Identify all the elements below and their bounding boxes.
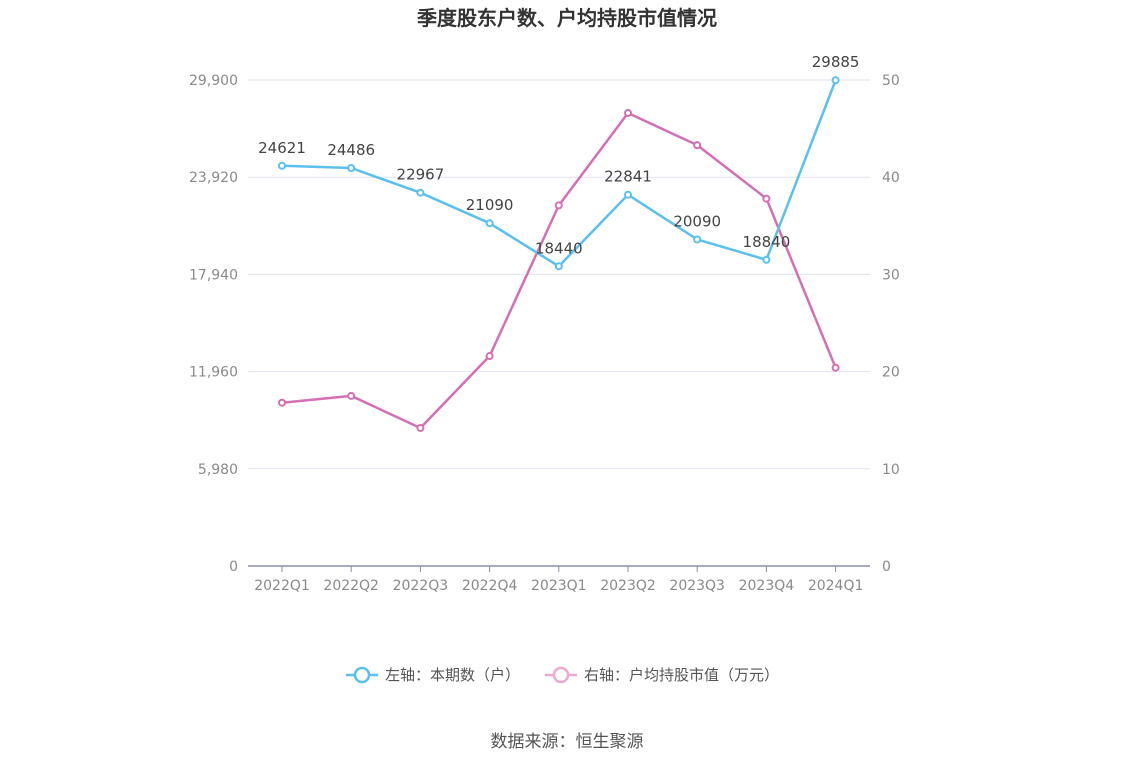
data-point bbox=[624, 109, 632, 118]
data-point bbox=[762, 255, 771, 264]
legend-item-1[interactable]: 左轴：本期数（户） bbox=[346, 666, 520, 684]
right-tick-label: 0 bbox=[882, 559, 891, 575]
data-point bbox=[485, 352, 494, 361]
left-tick-label: 0 bbox=[229, 559, 238, 575]
legend-item-2[interactable]: 右轴：户均持股市值（万元） bbox=[545, 666, 779, 684]
data-point bbox=[347, 164, 356, 173]
data-label: 18440 bbox=[535, 239, 583, 257]
data-label: 18840 bbox=[743, 233, 791, 251]
data-point bbox=[278, 398, 286, 407]
data-point bbox=[693, 141, 702, 150]
x-tick-label: 2023Q2 bbox=[600, 578, 656, 594]
data-point bbox=[554, 201, 563, 210]
data-label: 24486 bbox=[327, 141, 375, 159]
data-label: 21090 bbox=[466, 196, 514, 214]
left-tick-label: 29,900 bbox=[189, 73, 238, 89]
legend-marker bbox=[353, 666, 371, 684]
x-tick-label: 2022Q1 bbox=[254, 578, 310, 594]
right-tick-label: 20 bbox=[882, 365, 900, 381]
x-tick-label: 2022Q4 bbox=[462, 578, 518, 594]
right-tick-label: 30 bbox=[882, 267, 900, 283]
left-tick-label: 17,940 bbox=[189, 267, 238, 283]
left-tick-label: 23,920 bbox=[189, 170, 238, 186]
data-label: 24621 bbox=[258, 139, 306, 157]
right-axis-ticks: 0 10 20 30 40 50 bbox=[882, 73, 900, 575]
data-point bbox=[831, 363, 840, 372]
data-label: 29885 bbox=[812, 53, 860, 71]
x-tick-label: 2023Q4 bbox=[739, 578, 795, 594]
series-layer: 24621 24486 22967 21090 18440 22841 20090 18840… bbox=[258, 53, 860, 432]
data-point bbox=[762, 194, 771, 203]
data-point bbox=[416, 188, 425, 197]
data-point bbox=[485, 219, 494, 228]
x-tick-label: 2022Q2 bbox=[323, 578, 379, 594]
right-tick-label: 40 bbox=[882, 170, 900, 186]
x-axis: 2022Q1 2022Q2 2022Q3 2022Q4 2023Q1 2023Q2 2023… bbox=[248, 565, 870, 594]
data-point bbox=[624, 190, 632, 199]
legend-marker bbox=[552, 666, 570, 684]
x-tick-label: 2023Q1 bbox=[531, 578, 587, 594]
data-label: 22841 bbox=[604, 168, 652, 186]
left-tick-label: 11,960 bbox=[189, 365, 238, 381]
legend-label: 左轴：本期数（户） bbox=[385, 666, 520, 684]
x-tick-label: 2024Q1 bbox=[808, 578, 864, 594]
data-point bbox=[347, 391, 356, 400]
legend-label: 右轴：户均持股市值（万元） bbox=[584, 666, 779, 684]
right-tick-label: 10 bbox=[882, 462, 900, 478]
source-note: 数据来源：恒生聚源 bbox=[491, 732, 644, 752]
data-point bbox=[831, 76, 840, 85]
legend[interactable]: 左轴：本期数（户） 右轴：户均持股市值（万元） bbox=[346, 666, 779, 684]
right-tick-label: 50 bbox=[882, 73, 900, 89]
series-line bbox=[281, 111, 837, 430]
left-tick-label: 5,980 bbox=[198, 462, 238, 478]
chart-title: 季度股东户数、户均持股市值情况 bbox=[416, 6, 717, 30]
data-point bbox=[416, 423, 425, 432]
series-1: 24621 24486 22967 21090 18440 22841 20090 18840… bbox=[258, 53, 860, 271]
gridlines bbox=[248, 79, 870, 470]
series-2 bbox=[278, 109, 840, 432]
data-point bbox=[693, 235, 702, 244]
data-point bbox=[554, 262, 563, 271]
x-tick-label: 2022Q3 bbox=[393, 578, 449, 594]
data-label: 20090 bbox=[673, 212, 721, 230]
data-label: 22967 bbox=[397, 166, 445, 184]
x-tick-label: 2023Q3 bbox=[669, 578, 725, 594]
data-point bbox=[278, 161, 286, 170]
left-axis-ticks: 0 5,980 11,960 17,940 23,920 29,900 bbox=[189, 73, 238, 575]
